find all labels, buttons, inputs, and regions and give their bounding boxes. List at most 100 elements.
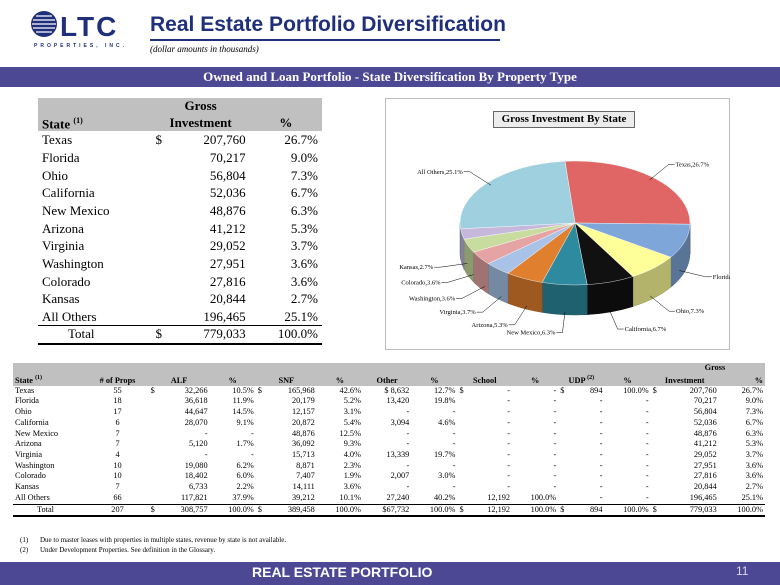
detail-props: 18 <box>113 396 122 406</box>
pie-labels: Texas,26.7% Florida,9.0% Ohio,7.3% Californ… <box>399 162 730 337</box>
detail-other: 3,094 <box>390 417 410 427</box>
detail-props: 10 <box>113 460 122 470</box>
summary-dollar <box>152 149 167 167</box>
detail-gross-pct: 6.3% <box>745 428 763 438</box>
title-underline <box>150 39 500 41</box>
detail-state: California <box>15 417 49 427</box>
detail-alf-dollar <box>149 429 162 440</box>
detail-alf-pct: 14.5% <box>232 407 254 417</box>
detail-alf: 308,757 <box>161 503 210 518</box>
detail-other-pct: - <box>452 439 456 449</box>
detail-udp-pct: - <box>645 449 649 459</box>
pie-leader-line <box>556 311 566 333</box>
detail-snf: 7,407 <box>296 471 315 481</box>
detail-alf: 117,821 <box>180 492 208 502</box>
detail-udp-pct: - <box>645 460 649 470</box>
detail-alf: - <box>204 428 208 438</box>
detail-row: Texas 55 $32,266 10.5% $165,968 42.6% $ 8,632 1… <box>13 386 765 397</box>
detail-school: - <box>507 396 511 406</box>
detail-school-pct: - <box>553 449 557 459</box>
detail-gross-dollar <box>651 439 665 450</box>
detail-udp: 894 <box>573 503 605 518</box>
detail-udp-pct: 100.0% <box>623 385 649 395</box>
detail-school: - <box>507 385 511 395</box>
detail-snf: 39,212 <box>291 492 315 502</box>
detail-props: 10 <box>113 471 122 481</box>
pie-side-new-mexico <box>541 282 588 316</box>
detail-snf-dollar <box>256 482 269 493</box>
summary-total-pct: 100.0% <box>249 325 322 345</box>
pie-label-kansas: Kansas,2.7% <box>399 264 434 271</box>
detail-udp-dollar <box>558 429 573 440</box>
detail-other-pct: 40.2% <box>434 492 456 502</box>
summary-pct: 26.7% <box>284 132 318 148</box>
detail-other-pct: 19.7% <box>434 449 456 459</box>
detail-alf: 19,080 <box>184 460 208 470</box>
detail-snf: 8,871 <box>296 460 315 470</box>
detail-school: - <box>507 449 511 459</box>
detail-udp-pct: - <box>645 471 649 481</box>
detail-gross-pct: 3.6% <box>745 471 763 481</box>
detail-other-pct: - <box>452 482 456 492</box>
detail-gross: 29,052 <box>693 449 717 459</box>
summary-state: Virginia <box>42 238 85 254</box>
detail-alf: 32,266 <box>184 385 208 395</box>
detail-header-school-pct: % <box>512 373 559 386</box>
detail-snf-pct: 3.6% <box>343 482 361 492</box>
summary-dollar <box>152 273 167 291</box>
detail-header-alf: ALF <box>148 373 210 386</box>
detail-school-dollar <box>457 482 470 493</box>
detail-udp-pct: - <box>645 417 649 427</box>
detail-alf-dollar <box>149 482 162 493</box>
detail-school: - <box>507 439 511 449</box>
detail-alf-dollar <box>149 471 162 482</box>
detail-snf: 14,111 <box>292 482 315 492</box>
detail-alf-dollar: $ <box>150 385 155 395</box>
detail-udp-dollar <box>558 407 573 418</box>
detail-school: - <box>507 471 511 481</box>
detail-snf-pct: 12.5% <box>339 428 361 438</box>
detail-other-pct: - <box>452 460 456 470</box>
detail-school-dollar <box>457 471 470 482</box>
summary-pct: 6.7% <box>290 185 318 201</box>
detail-gross-pct: 7.3% <box>745 407 763 417</box>
detail-row: Washington 10 19,080 6.2% 8,871 2.3% - - - - - - 27,… <box>13 461 765 472</box>
detail-other-pct: 4.6% <box>438 417 456 427</box>
detail-udp-dollar <box>558 396 573 407</box>
detail-udp-dollar: $ <box>560 385 565 395</box>
pie-leader-line <box>456 286 486 299</box>
pie-label-ohio: Ohio,7.3% <box>676 308 705 315</box>
detail-school-dollar: $ <box>457 503 471 518</box>
detail-udp-pct: - <box>645 482 649 492</box>
footer-band <box>0 562 780 585</box>
detail-udp: - <box>599 439 603 449</box>
pie-leader-line <box>679 270 712 278</box>
summary-pct: 7.3% <box>290 167 318 183</box>
detail-state: Kansas <box>15 482 39 492</box>
detail-udp-dollar <box>558 493 573 504</box>
page-title: Real Estate Portfolio Diversification <box>150 13 506 36</box>
pie-leader-line <box>608 308 624 330</box>
summary-dollar <box>152 220 167 238</box>
detail-header-alf-pct: % <box>209 373 256 386</box>
footnote-1: (1) Due to master leases with properties … <box>20 536 287 544</box>
detail-snf-pct: 10.1% <box>339 492 361 502</box>
detail-other: - <box>406 460 410 470</box>
detail-gross-dollar <box>651 396 665 407</box>
detail-row: New Mexico 7 - - 48,876 12.5% - - - - - - 48,876 6.3% <box>13 429 765 440</box>
detail-gross-pct: 2.7% <box>745 482 763 492</box>
pie-leader-line <box>649 164 675 181</box>
detail-other-pct: 12.7% <box>434 385 456 395</box>
detail-school-dollar <box>457 450 470 461</box>
detail-snf-dollar <box>256 429 269 440</box>
detail-state: Washington <box>15 460 55 470</box>
summary-total-label: Total <box>38 325 152 345</box>
detail-alf-pct: 6.2% <box>236 460 254 470</box>
summary-state: Colorado <box>42 273 91 289</box>
detail-row: Colorado 10 18,402 6.0% 7,407 1.9% 2,007 3.0% - -… <box>13 471 765 482</box>
detail-other: - <box>406 407 410 417</box>
detail-snf-dollar <box>256 407 269 418</box>
detail-snf-dollar <box>256 450 269 461</box>
detail-school: 12,192 <box>470 503 513 518</box>
detail-header-snf: SNF <box>255 373 317 386</box>
